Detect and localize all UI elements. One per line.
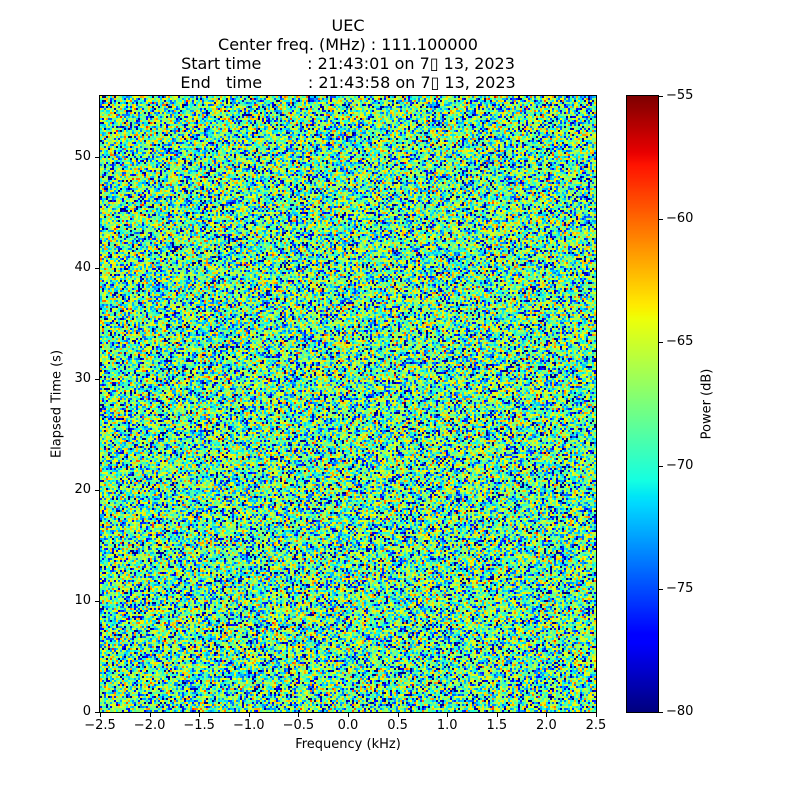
y-tick-label: 40: [74, 260, 91, 276]
colorbar-tick-label: −55: [666, 88, 694, 103]
x-tick-mark: [496, 713, 498, 717]
y-tick-mark: [95, 489, 99, 491]
colorbar-tick-label: −65: [666, 334, 694, 350]
x-tick-label: 2.0: [536, 718, 557, 733]
x-tick-mark: [446, 713, 448, 717]
title-line-main: UEC: [331, 16, 365, 35]
colorbar-label: Power (dB): [699, 368, 715, 440]
y-tick-label: 10: [74, 593, 91, 608]
y-tick-mark: [95, 600, 99, 602]
y-tick-mark: [95, 711, 99, 713]
x-tick-mark: [99, 713, 101, 717]
colorbar-tick-label: −70: [666, 457, 694, 473]
x-axis-label: Frequency (kHz): [295, 737, 401, 752]
x-tick-label: −2.0: [133, 718, 166, 733]
y-tick-label: 0: [82, 704, 91, 719]
colorbar-tick-mark: [659, 218, 663, 220]
x-tick-label: 0.0: [337, 718, 359, 733]
x-tick-mark: [595, 713, 597, 717]
y-tick-label: 20: [74, 482, 91, 498]
x-tick-mark: [149, 713, 151, 717]
colorbar-tick-mark: [659, 95, 663, 97]
x-tick-mark: [248, 713, 250, 717]
y-tick-mark: [95, 267, 99, 269]
colorbar-tick-mark: [659, 465, 663, 467]
x-tick-label: −1.5: [183, 718, 215, 733]
colorbar-canvas: [627, 96, 658, 712]
colorbar-tick-label: −60: [666, 211, 694, 227]
x-tick-label: 1.5: [486, 718, 508, 733]
x-tick-label: 2.5: [585, 718, 607, 733]
colorbar-tick-mark: [659, 588, 663, 590]
x-tick-label: 1.0: [436, 718, 458, 733]
x-tick-mark: [297, 713, 299, 717]
plot-title: UEC Center freq. (MHz) : 111.100000 Star…: [100, 16, 596, 92]
y-tick-label: 30: [74, 371, 91, 387]
y-axis-label: Elapsed Time (s): [49, 349, 65, 459]
x-tick-label: −0.5: [282, 718, 315, 733]
x-tick-mark: [198, 713, 200, 717]
x-tick-label: −2.5: [84, 718, 116, 733]
y-tick-label: 50: [74, 149, 91, 165]
colorbar-tick-label: −75: [666, 580, 694, 596]
title-line-start-time: Start time : 21:43:01 on 7▯ 13, 2023: [181, 54, 515, 73]
x-tick-mark: [347, 713, 349, 717]
x-tick-label: −1.0: [233, 718, 265, 733]
colorbar-tick-label: −80: [666, 704, 694, 719]
y-tick-mark: [95, 156, 99, 158]
y-tick-mark: [95, 378, 99, 380]
x-tick-mark: [545, 713, 547, 717]
colorbar: [626, 95, 659, 713]
title-line-center-freq: Center freq. (MHz) : 111.100000: [218, 35, 478, 54]
spectrogram-canvas: [100, 96, 596, 712]
colorbar-tick-mark: [659, 341, 663, 343]
spectrogram-plot: [99, 95, 597, 713]
x-tick-label: 0.5: [387, 718, 408, 733]
x-tick-mark: [397, 713, 399, 717]
colorbar-tick-mark: [659, 711, 663, 713]
title-line-end-time: End time : 21:43:58 on 7▯ 13, 2023: [180, 73, 516, 92]
